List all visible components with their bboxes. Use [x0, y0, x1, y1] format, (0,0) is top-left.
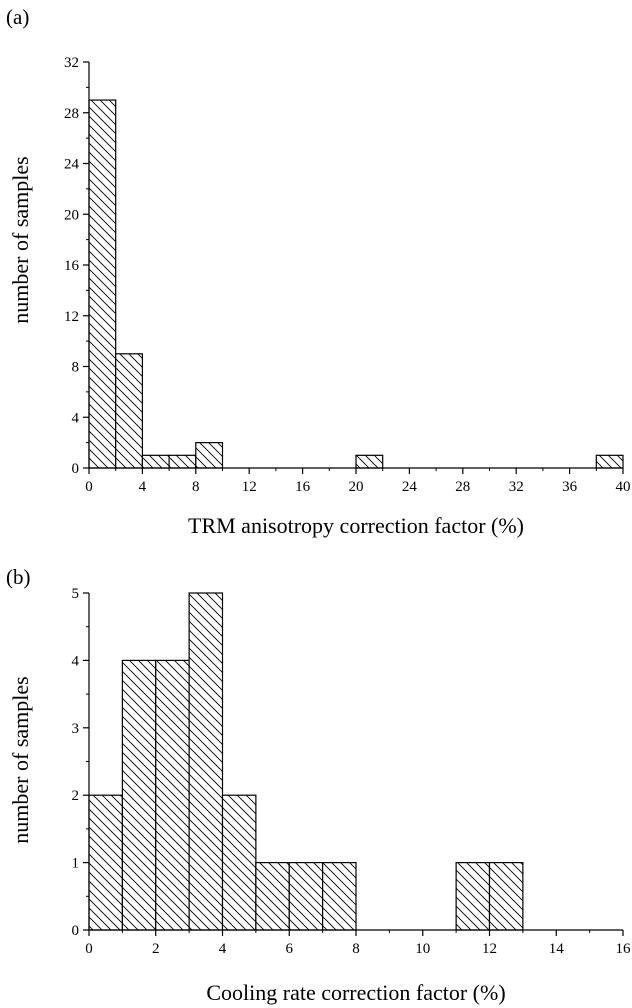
panel-a-x-tick-label: 36 [562, 479, 578, 495]
panel-b-x-tick-label: 2 [152, 941, 160, 957]
panel-a-y-tick-label: 16 [64, 258, 80, 274]
panel-b-bar [455, 861, 491, 931]
panel-a-y-tick-label: 24 [64, 157, 80, 173]
panel-b-bar [155, 659, 190, 931]
panel-a-y-tick-label: 0 [72, 461, 80, 477]
panel-b-y-tick-label: 1 [72, 856, 80, 872]
panel-a-x-tick-label: 32 [509, 479, 524, 495]
panel-b-x-tick-label: 4 [219, 941, 227, 957]
panel-b-histogram: (b) number of samples Cooling rate corre… [6, 565, 631, 1005]
panel-a-y-tick-label: 12 [64, 309, 79, 325]
panel-a-x-tick-label: 24 [402, 479, 418, 495]
panel-a-y-tick-label: 28 [64, 106, 79, 122]
panel-a-bar [115, 353, 143, 469]
panel-a-x-tick-label: 20 [349, 479, 364, 495]
panel-a-y-tick-label: 20 [64, 207, 79, 223]
panel-b-x-axis-title: Cooling rate correction factor (%) [206, 980, 505, 1005]
panel-a-histogram: (a) number of samples TRM anisotropy cor… [6, 5, 631, 538]
panel-b-x-tick-label: 0 [85, 941, 93, 957]
panel-b-y-tick-label: 2 [72, 788, 80, 804]
panel-a-y-tick-label: 4 [72, 410, 80, 426]
panel-a-x-tick-label: 8 [192, 479, 200, 495]
panel-a-bar [168, 454, 197, 469]
panel-a-label: (a) [6, 5, 29, 29]
panel-a-x-tick-label: 40 [616, 479, 631, 495]
panel-b-x-tick-label: 10 [415, 941, 430, 957]
panel-b-y-tick-label: 0 [72, 923, 80, 939]
panel-a-x-tick-label: 0 [85, 479, 93, 495]
panel-a-y-tick-label: 32 [64, 55, 79, 71]
panel-a-bar [195, 442, 224, 469]
panel-a-y-axis-title: number of samples [8, 156, 33, 323]
panel-b-bar [121, 659, 157, 931]
panel-a-y-tick-label: 8 [72, 360, 80, 376]
panel-a-bar [355, 454, 384, 469]
panel-b-bar [221, 794, 257, 931]
panel-b-bar [255, 861, 290, 931]
panel-b-bar [88, 794, 123, 931]
panel-a-x-axis-title: TRM anisotropy correction factor (%) [188, 513, 524, 538]
panel-a-bar [141, 454, 170, 469]
panel-a-x-tick-label: 28 [455, 479, 470, 495]
panel-b-x-tick-label: 6 [286, 941, 294, 957]
panel-b-y-axis-title: number of samples [8, 676, 33, 843]
panel-b-bar [288, 861, 324, 931]
panel-b-bar [188, 592, 224, 931]
panel-a-bar [595, 454, 624, 469]
panel-b-x-tick-label: 12 [482, 941, 497, 957]
panel-b-x-tick-label: 14 [549, 941, 565, 957]
panel-a-x-tick-label: 4 [139, 479, 147, 495]
panel-a-plot-area: 0 4 8 12 16 20 24 28 32 0 4 8 12 16 20 24 28 32 36 40 [64, 55, 631, 495]
panel-b-x-tick-label: 16 [616, 941, 632, 957]
panel-b-y-tick-label: 5 [72, 586, 80, 602]
panel-b-bar [322, 861, 357, 931]
panel-a-x-tick-label: 12 [242, 479, 257, 495]
panel-b-y-tick-label: 4 [72, 653, 80, 669]
panel-a-bar [88, 99, 117, 469]
panel-b-bar [488, 861, 524, 931]
panel-a-x-tick-label: 16 [295, 479, 311, 495]
panel-b-y-tick-label: 3 [72, 721, 80, 737]
panel-b-label: (b) [6, 565, 31, 589]
panel-b-x-tick-label: 8 [352, 941, 360, 957]
